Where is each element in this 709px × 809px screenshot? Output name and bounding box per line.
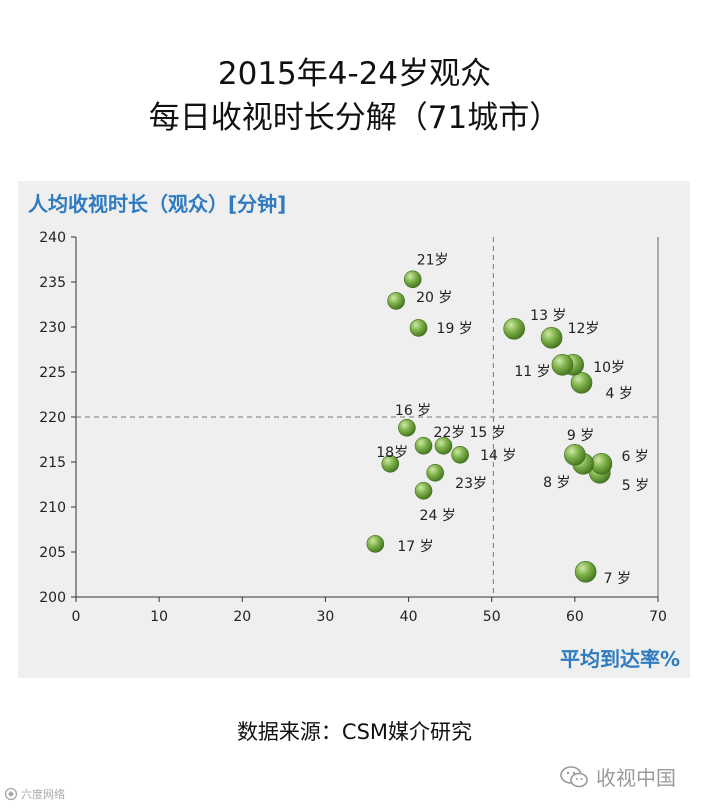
scatter-point bbox=[551, 354, 574, 376]
x-axis-label: 平均到达率% bbox=[560, 647, 680, 671]
scatter-point bbox=[414, 436, 433, 455]
point-label: 4 岁 bbox=[606, 386, 633, 402]
x-tick-label: 70 bbox=[649, 609, 667, 625]
point-label: 6 岁 bbox=[621, 449, 648, 465]
point-label: 8 岁 bbox=[543, 475, 570, 491]
corner-logo-icon bbox=[4, 787, 18, 801]
corner-mark: 六度网络 bbox=[4, 786, 65, 802]
point-label: 19 岁 bbox=[437, 321, 473, 337]
scatter-point bbox=[540, 327, 563, 349]
y-tick-label: 240 bbox=[39, 230, 66, 246]
scatter-point bbox=[574, 560, 597, 583]
x-tick-label: 10 bbox=[150, 609, 168, 625]
y-tick-label: 205 bbox=[39, 545, 66, 561]
y-tick-label: 235 bbox=[39, 275, 66, 291]
x-tick-label: 50 bbox=[483, 609, 501, 625]
point-label: 11 岁 bbox=[514, 364, 550, 380]
watermark: 收视中国 bbox=[560, 762, 676, 791]
chart-title-line1: 2015年4-24岁观众 bbox=[217, 56, 492, 92]
data-source: 数据来源：CSM媒介研究 bbox=[236, 720, 473, 744]
scatter-point bbox=[366, 535, 385, 553]
point-label: 23岁 bbox=[455, 476, 487, 492]
y-tick-label: 230 bbox=[39, 320, 66, 336]
y-tick-label: 225 bbox=[39, 365, 66, 381]
scatter-point bbox=[409, 319, 428, 337]
point-label: 16 岁 bbox=[395, 403, 431, 419]
scatter-point bbox=[590, 452, 613, 475]
corner-mark-text: 六度网络 bbox=[21, 788, 65, 801]
point-label: 10岁 bbox=[593, 360, 625, 376]
scatter-point bbox=[434, 436, 453, 455]
scatter-point bbox=[426, 463, 444, 482]
y-tick-label: 200 bbox=[39, 590, 66, 606]
point-label: 7 岁 bbox=[604, 571, 631, 587]
point-label: 15 岁 bbox=[469, 425, 505, 441]
point-label: 21岁 bbox=[417, 252, 449, 268]
scatter-point bbox=[398, 419, 416, 437]
scatter-point bbox=[403, 270, 422, 289]
x-tick-label: 20 bbox=[233, 609, 251, 625]
x-tick-label: 30 bbox=[317, 609, 335, 625]
chart-title-line2: 每日收视时长分解（71城市） bbox=[148, 100, 561, 136]
scatter-point bbox=[564, 443, 586, 466]
scatter-point bbox=[451, 445, 469, 464]
point-label: 12岁 bbox=[568, 321, 600, 337]
point-label: 9 岁 bbox=[567, 428, 594, 444]
x-tick-label: 40 bbox=[400, 609, 418, 625]
scatter-point bbox=[570, 372, 593, 394]
x-tick-label: 0 bbox=[72, 609, 81, 625]
point-label: 20 岁 bbox=[416, 290, 452, 306]
point-label: 13 岁 bbox=[530, 308, 566, 324]
scatter-point bbox=[387, 292, 405, 310]
x-tick-label: 60 bbox=[566, 609, 584, 625]
y-tick-label: 220 bbox=[39, 410, 66, 426]
point-label: 22岁 bbox=[434, 425, 466, 441]
y-tick-label: 215 bbox=[39, 455, 66, 471]
point-label: 5 岁 bbox=[622, 478, 649, 494]
scatter-point bbox=[381, 454, 400, 473]
watermark-text: 收视中国 bbox=[596, 766, 676, 790]
scatter-point bbox=[414, 481, 433, 500]
chart-panel: 人均收视时长（观众）[分钟] 平均到达率% 200 205 210 215 220 225… bbox=[18, 181, 690, 678]
point-label: 24 岁 bbox=[420, 508, 456, 524]
wechat-icon bbox=[560, 765, 588, 787]
point-label: 18岁 bbox=[376, 445, 408, 461]
y-tick-label: 210 bbox=[39, 500, 66, 516]
scatter-point bbox=[503, 318, 525, 340]
point-label: 14 岁 bbox=[480, 448, 516, 464]
y-axis-label: 人均收视时长（观众）[分钟] bbox=[28, 192, 286, 216]
scatter-chart: 人均收视时长（观众）[分钟] 平均到达率% 200205210215220225… bbox=[28, 192, 680, 671]
point-label: 17 岁 bbox=[397, 539, 433, 555]
